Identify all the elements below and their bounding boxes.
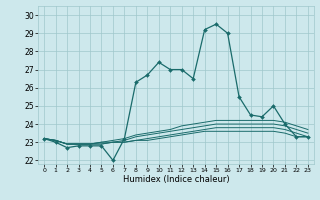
- X-axis label: Humidex (Indice chaleur): Humidex (Indice chaleur): [123, 175, 229, 184]
